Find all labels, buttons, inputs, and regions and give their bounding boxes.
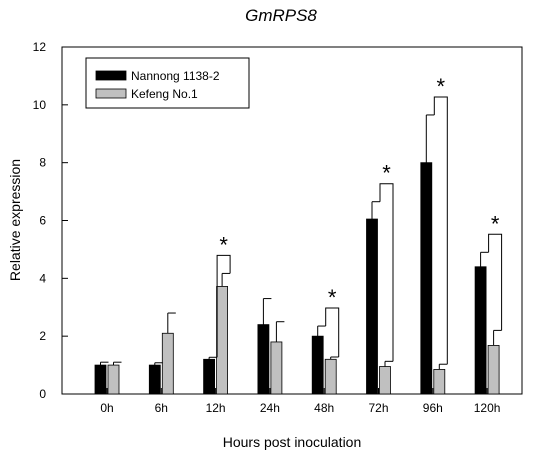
significance-bracket xyxy=(433,96,448,365)
legend-swatch-nannong xyxy=(95,70,127,81)
bar-kefeng-120h xyxy=(487,345,500,395)
x-axis: 0h 6h 12h 24h 48h 72h 96h 120h xyxy=(100,388,500,415)
bar-nannong-72h xyxy=(366,218,378,395)
x-tick-label: 48h xyxy=(314,401,334,415)
bar-kefeng-72h xyxy=(379,366,391,395)
significance-star: * xyxy=(491,211,500,236)
y-tick-label: 4 xyxy=(39,271,46,285)
bar-nannong-6h xyxy=(148,364,161,395)
y-tick-label: 12 xyxy=(33,40,47,54)
bar-nannong-48h xyxy=(311,335,324,395)
significance-star: * xyxy=(219,232,228,257)
legend-box xyxy=(85,57,250,109)
y-tick-label: 10 xyxy=(33,98,47,112)
significance-star: * xyxy=(382,161,391,186)
significance-bracket xyxy=(488,233,503,331)
x-tick-label: 24h xyxy=(260,401,280,415)
bar-nannong-24h xyxy=(257,324,270,395)
y-tick-label: 2 xyxy=(39,329,46,343)
y-axis-title: Relative expression xyxy=(7,159,23,281)
significance-markers: * * * * * xyxy=(216,74,503,365)
y-tick-label: 0 xyxy=(39,387,46,401)
significance-bracket xyxy=(379,183,394,362)
error-bars xyxy=(100,114,502,370)
y-tick-label: 6 xyxy=(39,214,46,228)
bar-kefeng-96h xyxy=(433,369,446,395)
significance-bracket xyxy=(216,254,231,358)
bar-nannong-0h xyxy=(94,364,107,395)
x-tick-label: 96h xyxy=(423,401,443,415)
bar-nannong-120h xyxy=(474,266,487,395)
legend-label-kefeng: Kefeng No.1 xyxy=(131,87,198,101)
bar-nannong-12h xyxy=(203,358,216,395)
significance-star: * xyxy=(437,74,446,99)
bar-nannong-96h xyxy=(420,162,433,395)
bar-series xyxy=(94,162,500,395)
bar-kefeng-24h xyxy=(270,341,283,395)
chart-title: GmRPS8 xyxy=(245,6,317,25)
bar-kefeng-6h xyxy=(161,332,174,395)
x-tick-label: 72h xyxy=(368,401,388,415)
legend-swatch-kefeng xyxy=(95,88,127,99)
x-tick-label: 6h xyxy=(155,401,168,415)
legend-label-nannong: Nannong 1138-2 xyxy=(131,69,220,83)
significance-bracket xyxy=(325,307,340,357)
legend: Nannong 1138-2 Kefeng No.1 xyxy=(85,57,250,109)
x-tick-label: 0h xyxy=(100,401,113,415)
y-tick-label: 8 xyxy=(39,156,46,170)
bar-kefeng-48h xyxy=(324,358,337,395)
x-tick-label: 12h xyxy=(206,401,226,415)
x-tick-label: 120h xyxy=(474,401,501,415)
significance-star: * xyxy=(328,285,337,310)
x-axis-title: Hours post inoculation xyxy=(223,434,362,450)
bar-kefeng-12h xyxy=(216,286,229,395)
y-axis: 0 2 4 6 8 10 12 xyxy=(33,40,68,401)
bar-kefeng-0h xyxy=(107,364,120,395)
